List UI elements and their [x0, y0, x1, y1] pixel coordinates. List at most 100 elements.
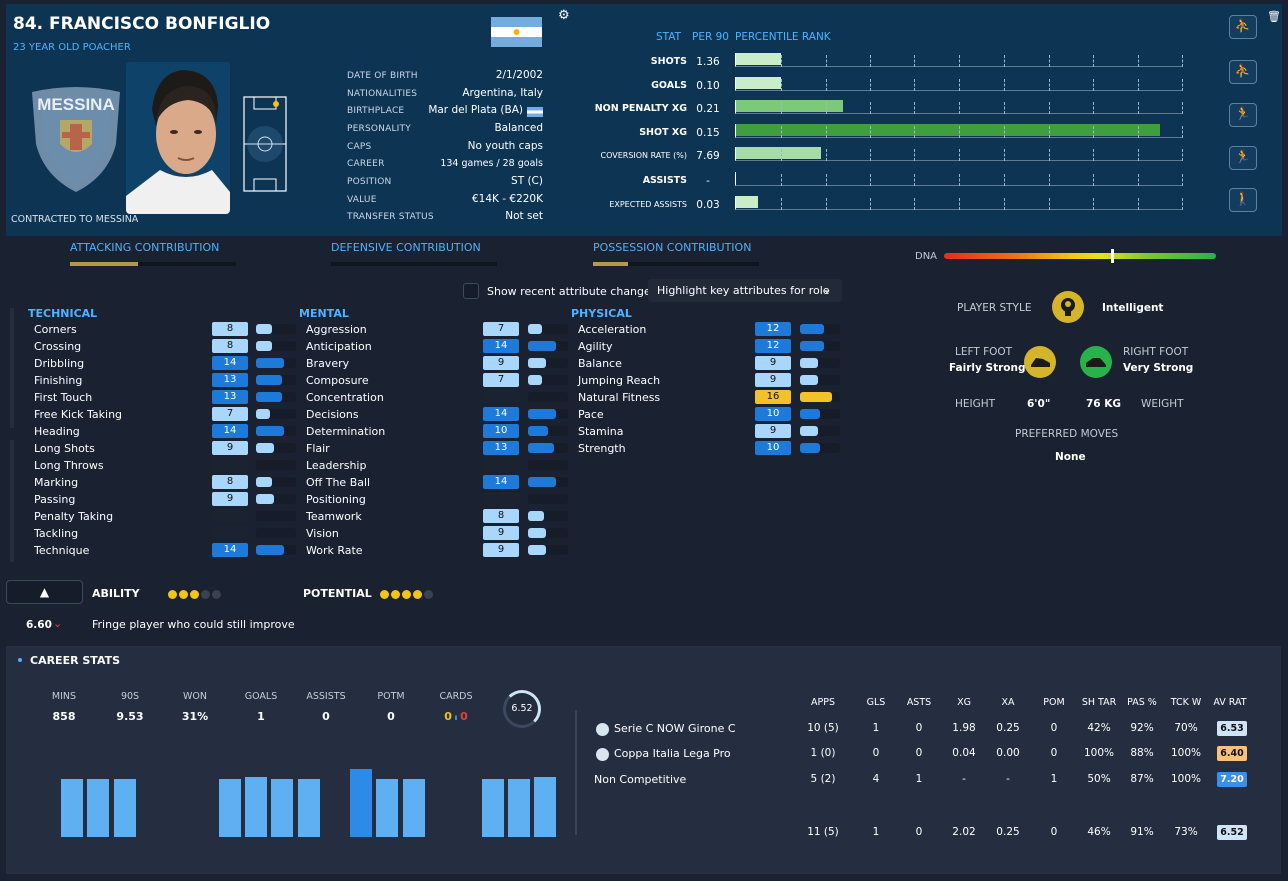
percentile-column-header[interactable]: PERCENTILE RANK — [735, 31, 831, 43]
potential-stars — [380, 589, 435, 599]
attribute-row[interactable]: Technique 14 — [34, 542, 296, 559]
attribute-row[interactable]: Corners 8 — [34, 321, 296, 338]
info-value[interactable]: Balanced — [494, 122, 543, 134]
rating-histogram-bar[interactable] — [245, 777, 267, 837]
percentile-fill — [736, 196, 759, 208]
highlight-attributes-dropdown[interactable]: Highlight key attributes for role ⌄ — [648, 279, 842, 302]
club-badge-icon[interactable]: MESSINA — [28, 84, 124, 194]
attribute-row[interactable]: Pace 10 — [578, 406, 840, 423]
rating-histogram-bar[interactable] — [87, 778, 109, 837]
attr-group-bar — [10, 308, 14, 428]
attribute-row[interactable]: Determination 10 — [306, 423, 568, 440]
rating-histogram-bar[interactable] — [376, 778, 398, 837]
attribute-row[interactable]: Stamina 9 — [578, 423, 840, 440]
attribute-row[interactable]: Flair 13 — [306, 440, 568, 457]
attribute-row[interactable]: Dribbling 14 — [34, 355, 296, 372]
percentile-tick — [870, 174, 871, 186]
career-column-header[interactable]: POM — [1043, 697, 1065, 708]
attribute-row[interactable]: Acceleration 12 — [578, 321, 840, 338]
attribute-row[interactable]: Natural Fitness 16 — [578, 389, 840, 406]
attribute-row[interactable]: Strength 10 — [578, 440, 840, 457]
attribute-row[interactable]: Finishing 13 — [34, 372, 296, 389]
rating-histogram-bar[interactable] — [534, 777, 556, 837]
rating-histogram-bar[interactable] — [114, 778, 136, 837]
attribute-row[interactable]: Free Kick Taking 7 — [34, 406, 296, 423]
competition-name[interactable]: Coppa Italia Lega Pro — [614, 747, 731, 760]
rating-histogram-bar[interactable] — [350, 769, 372, 837]
attribute-bar — [528, 494, 568, 504]
rating-histogram-bar[interactable] — [219, 778, 241, 837]
rating-histogram-bar[interactable] — [271, 778, 293, 837]
attribute-row[interactable]: Aggression 7 — [306, 321, 568, 338]
career-column-header[interactable]: XA — [1001, 697, 1015, 708]
attribute-row[interactable]: Jumping Reach 9 — [578, 372, 840, 389]
trash-icon[interactable]: 🗑 — [1267, 10, 1281, 23]
career-column-header[interactable]: APPS — [811, 697, 835, 708]
attribute-bar — [256, 341, 296, 351]
run-icon-button[interactable]: 🏃 — [1229, 103, 1257, 127]
player-rating-value[interactable]: 6.60 — [26, 619, 52, 631]
settings-gear-icon[interactable]: ⚙ — [558, 8, 570, 23]
attribute-row[interactable]: Bravery 9 — [306, 355, 568, 372]
attribute-row[interactable]: Penalty Taking — [34, 508, 296, 525]
career-column-header[interactable]: AV RAT — [1213, 697, 1247, 708]
position-pitch-diagram[interactable] — [243, 96, 287, 192]
career-column-header[interactable]: XG — [957, 697, 971, 708]
info-value[interactable]: €14K - €220K — [472, 193, 543, 205]
attribute-row[interactable]: First Touch 13 — [34, 389, 296, 406]
attribute-row[interactable]: Marking 8 — [34, 474, 296, 491]
contribution-label[interactable]: ATTACKING CONTRIBUTION — [70, 241, 220, 254]
career-column-header[interactable]: GLS — [866, 697, 886, 708]
attribute-row[interactable]: Passing 9 — [34, 491, 296, 508]
run-icon-button-2[interactable]: 🏃 — [1229, 146, 1257, 170]
per90-column-header[interactable]: PER 90 — [692, 31, 729, 43]
attribute-row[interactable]: Long Throws — [34, 457, 296, 474]
ability-label: ABILITY — [92, 587, 140, 600]
career-column-header[interactable]: SH TAR — [1081, 697, 1117, 708]
attribute-row[interactable]: Heading 14 — [34, 423, 296, 440]
contribution-label[interactable]: POSSESSION CONTRIBUTION — [593, 241, 752, 254]
attribute-row[interactable]: Anticipation 14 — [306, 338, 568, 355]
rating-histogram-bar[interactable] — [508, 778, 530, 837]
attribute-row[interactable]: Agility 12 — [578, 338, 840, 355]
competition-name[interactable]: Non Competitive — [594, 773, 687, 786]
slide-icon-button[interactable]: ⛹ — [1229, 60, 1257, 84]
ability-toggle-button[interactable]: ▲ — [6, 580, 83, 604]
attribute-row[interactable]: Teamwork 8 — [306, 508, 568, 525]
attribute-bar — [256, 409, 296, 419]
attribute-row[interactable]: Long Shots 9 — [34, 440, 296, 457]
rating-histogram-bar[interactable] — [482, 778, 504, 837]
contribution-label[interactable]: DEFENSIVE CONTRIBUTION — [331, 241, 481, 254]
walk-icon-button[interactable]: 🚶 — [1229, 188, 1257, 212]
attribute-value: 9 — [755, 424, 791, 438]
stat-label: GOALS — [651, 80, 687, 91]
right-foot-label: RIGHT FOOT — [1123, 346, 1189, 358]
tackle-icon-button[interactable]: ⛹ — [1229, 15, 1257, 39]
attribute-row[interactable]: Leadership — [306, 457, 568, 474]
competition-name[interactable]: Serie C NOW Girone C — [614, 722, 736, 735]
preferred-moves-value: None — [1055, 451, 1086, 463]
attribute-bar-fill — [528, 324, 542, 334]
attribute-row[interactable]: Crossing 8 — [34, 338, 296, 355]
attribute-row[interactable]: Vision 9 — [306, 525, 568, 542]
info-label: POSITION — [347, 177, 392, 187]
career-column-header[interactable]: ASTS — [906, 697, 932, 708]
career-column-header[interactable]: TCK W — [1170, 697, 1202, 708]
attribute-row[interactable]: Off The Ball 14 — [306, 474, 568, 491]
attribute-value: 9 — [483, 356, 519, 370]
career-column-header[interactable]: PAS % — [1127, 697, 1157, 708]
attribute-row[interactable]: Tackling — [34, 525, 296, 542]
career-cell: 100% — [1170, 773, 1202, 785]
rating-histogram-bar[interactable] — [403, 778, 425, 837]
attribute-row[interactable]: Balance 9 — [578, 355, 840, 372]
stat-column-header[interactable]: STAT — [656, 31, 682, 43]
rating-histogram-bar[interactable] — [298, 778, 320, 837]
attribute-row[interactable]: Work Rate 9 — [306, 542, 568, 559]
attribute-row[interactable]: Composure 7 — [306, 372, 568, 389]
attribute-row[interactable]: Positioning — [306, 491, 568, 508]
attribute-row[interactable]: Concentration — [306, 389, 568, 406]
rating-histogram-bar[interactable] — [61, 778, 83, 837]
show-recent-changes-label[interactable]: Show recent attribute changes — [487, 285, 657, 298]
attribute-row[interactable]: Decisions 14 — [306, 406, 568, 423]
show-recent-changes-checkbox[interactable] — [463, 283, 479, 299]
